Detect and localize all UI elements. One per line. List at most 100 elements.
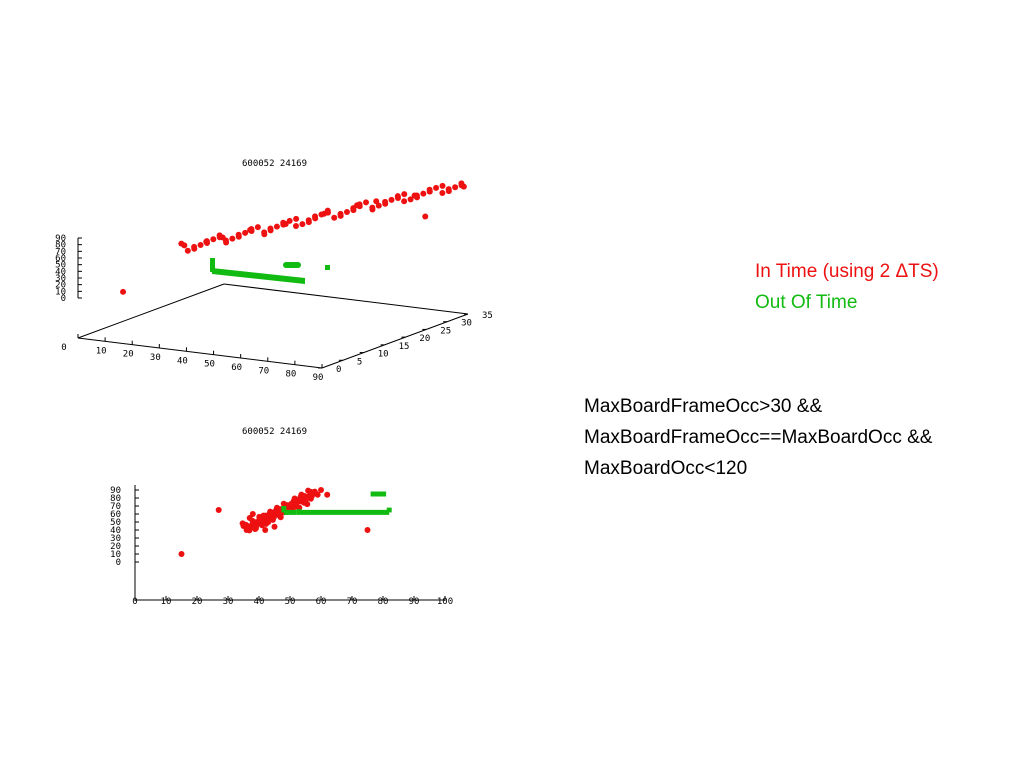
data-point-in-time [253, 523, 260, 530]
data-point-in-time [394, 193, 401, 200]
y-tick-label: 80 [110, 494, 121, 504]
data-point-in-time [452, 184, 459, 191]
data-point-in-time [246, 527, 253, 534]
y-tick-label: 70 [110, 502, 121, 512]
data-point-in-time [364, 527, 371, 533]
data-point-in-time [261, 229, 268, 236]
data-point-in-time [324, 491, 331, 498]
z-tick-label: 80 [55, 241, 66, 251]
data-point-in-time [373, 198, 380, 205]
y-tick-label: 20 [110, 542, 121, 552]
y-tick-label: 90 [110, 486, 121, 496]
x-tick-label: 20 [123, 350, 134, 360]
data-point-out-of-time [212, 268, 305, 284]
data-point-in-time [343, 208, 350, 215]
x-tick-label: 0 [61, 343, 66, 353]
data-point-in-time [439, 182, 446, 189]
x-tick-label: 0 [132, 597, 137, 607]
data-point-out-of-time [283, 262, 301, 268]
plot-title-2d: 600052 24169 [242, 427, 308, 437]
y-tick-label: 60 [110, 510, 121, 520]
axis-y [321, 313, 469, 369]
x-tick-label: 90 [313, 373, 324, 383]
y-tick-label: 30 [110, 534, 121, 544]
data-point-in-time [407, 196, 414, 203]
x-tick-label: 60 [231, 363, 242, 373]
x-tick-label: 90 [409, 597, 420, 607]
y-tick-label: 0 [116, 558, 121, 568]
y-tick-label: 30 [461, 319, 472, 329]
y-tick-label: 15 [399, 342, 410, 352]
data-point-in-time [286, 217, 293, 224]
z-tick-label: 50 [55, 261, 66, 271]
data-point-in-time [422, 213, 429, 220]
data-point-in-time [445, 186, 452, 193]
x-tick-label: 80 [285, 370, 296, 380]
data-point-in-time [229, 235, 236, 242]
plot-title-3d: 600052 24169 [242, 159, 308, 169]
data-point-in-time [401, 198, 408, 205]
data-point-in-time [324, 207, 331, 214]
data-point-in-time [420, 190, 427, 197]
data-point-in-time [388, 196, 395, 203]
data-point-in-time [375, 202, 382, 209]
axis-x [77, 337, 323, 369]
data-point-in-time [318, 487, 324, 493]
condition-line-1: MaxBoardFrameOcc>30 && [584, 396, 823, 417]
y-tick-label: 50 [110, 518, 121, 528]
data-point-in-time [254, 224, 261, 231]
x-tick-label: 30 [150, 353, 161, 363]
floor-edge-left [77, 283, 225, 339]
y-tick-label: 40 [110, 526, 121, 536]
x-tick-label: 40 [254, 597, 265, 607]
data-point-in-time [308, 493, 315, 500]
data-point-in-time [350, 205, 357, 212]
data-point-in-time [299, 221, 306, 228]
y-tick-label: 5 [357, 357, 362, 367]
x-tick-label: 20 [192, 597, 203, 607]
data-point-in-time [267, 225, 274, 232]
data-point-in-time [235, 231, 242, 238]
data-point-in-time [312, 213, 319, 220]
x-tick-label: 60 [316, 597, 327, 607]
data-point-in-time [216, 232, 223, 239]
data-point-in-time [280, 219, 287, 226]
x-tick-label: 100 [437, 597, 453, 607]
data-point-in-time [191, 243, 198, 250]
x-tick-label: 40 [177, 356, 188, 366]
z-tick-label: 70 [55, 247, 66, 257]
x-tick-label: 80 [378, 597, 389, 607]
data-point-in-time [178, 551, 185, 557]
z-tick-label: 30 [55, 274, 66, 284]
data-point-in-time [292, 222, 299, 229]
z-tick-label: 0 [61, 294, 66, 304]
y-tick-label: 10 [110, 550, 121, 560]
data-point-in-time [318, 211, 325, 218]
data-point-in-time [215, 507, 222, 513]
y-tick-label: 10 [378, 350, 389, 360]
x-tick-label: 50 [204, 360, 215, 370]
condition-line-2: MaxBoardFrameOcc==MaxBoardOcc && [584, 427, 933, 448]
data-point-in-time [458, 180, 465, 187]
x-tick-label: 10 [96, 346, 107, 356]
y-tick-label: 35 [482, 311, 493, 321]
data-point-in-time [293, 215, 300, 222]
data-point-in-time [184, 247, 191, 254]
data-point-in-time [270, 514, 277, 521]
data-point-in-time [242, 229, 249, 236]
data-point-in-time [382, 198, 389, 205]
data-point-in-time [426, 186, 433, 193]
y-tick-label: 0 [336, 365, 341, 375]
data-point-in-time [262, 527, 269, 533]
data-point-out-of-time [210, 258, 215, 272]
data-point-in-time [197, 241, 204, 248]
y-tick-label: 25 [440, 326, 451, 336]
z-tick-label: 60 [55, 254, 66, 264]
z-tick-label: 40 [55, 267, 66, 277]
z-tick-label: 20 [55, 281, 66, 291]
data-point-in-time [178, 240, 185, 247]
data-point-in-time [210, 236, 217, 243]
data-point-in-time [337, 210, 344, 217]
